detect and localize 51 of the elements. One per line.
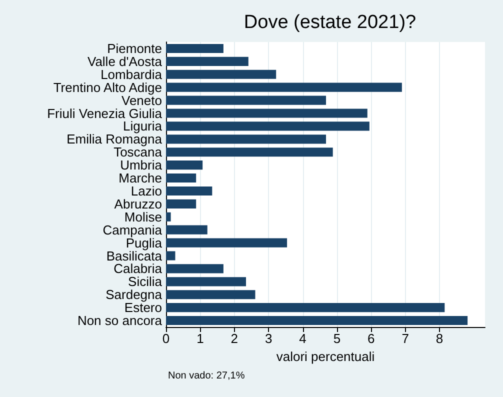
x-tick-label: 2 bbox=[230, 331, 238, 346]
x-tick-label: 4 bbox=[299, 331, 306, 346]
bar bbox=[166, 70, 276, 79]
bar bbox=[166, 134, 326, 144]
y-tick-label: Campania bbox=[102, 222, 163, 238]
y-tick-label: Piemonte bbox=[107, 40, 162, 56]
chart-title: Dove (estate 2021)? bbox=[244, 12, 416, 33]
bar bbox=[166, 290, 256, 300]
y-tick-label: Puglia bbox=[126, 235, 163, 250]
bar bbox=[166, 148, 333, 157]
x-tick-label: 6 bbox=[368, 331, 375, 346]
bar bbox=[166, 122, 370, 131]
y-tick-label: Non so ancora bbox=[77, 313, 163, 328]
bar bbox=[166, 108, 368, 118]
x-tick-label: 3 bbox=[264, 331, 272, 346]
bar bbox=[166, 96, 326, 105]
bar bbox=[166, 56, 248, 66]
bar bbox=[166, 264, 224, 274]
y-tick-label: Friuli Venezia Giulia bbox=[47, 106, 163, 121]
bar bbox=[166, 173, 196, 183]
bar bbox=[166, 277, 246, 286]
y-tick-label: Marche bbox=[118, 170, 162, 186]
bar bbox=[166, 316, 468, 326]
y-tick-label: Lazio bbox=[130, 183, 162, 198]
bar bbox=[166, 303, 445, 312]
x-tick-label: 5 bbox=[333, 331, 341, 346]
bar bbox=[166, 212, 171, 222]
x-tick-label: 8 bbox=[436, 331, 444, 346]
bar bbox=[166, 251, 176, 260]
text: Non vado: 27,1% bbox=[168, 370, 245, 382]
bar bbox=[166, 44, 224, 54]
bar bbox=[166, 186, 212, 196]
y-tick-label: Umbria bbox=[120, 158, 163, 173]
y-tick-label: Sicilia bbox=[128, 274, 163, 290]
y-tick-label: Lombardia bbox=[100, 66, 163, 82]
bar bbox=[166, 238, 288, 248]
bar bbox=[166, 199, 196, 208]
y-tick-label: Trentino Alto Adige bbox=[53, 80, 162, 95]
x-tick-label: 1 bbox=[196, 331, 204, 346]
bar bbox=[166, 82, 402, 92]
x-tick-label: 0 bbox=[162, 331, 170, 346]
bar bbox=[166, 225, 208, 234]
x-axis-title: valori percentuali bbox=[276, 348, 375, 364]
y-tick-label: Molise bbox=[124, 209, 162, 224]
x-tick-label: 7 bbox=[402, 331, 409, 346]
y-tick-label: Calabria bbox=[114, 261, 163, 276]
y-tick-label: Abruzzo bbox=[114, 196, 162, 212]
y-tick-label: Liguria bbox=[122, 118, 163, 134]
y-tick-label: Valle d'Aosta bbox=[87, 54, 163, 69]
y-tick-label: Sardegna bbox=[106, 287, 163, 302]
bar bbox=[166, 160, 203, 170]
